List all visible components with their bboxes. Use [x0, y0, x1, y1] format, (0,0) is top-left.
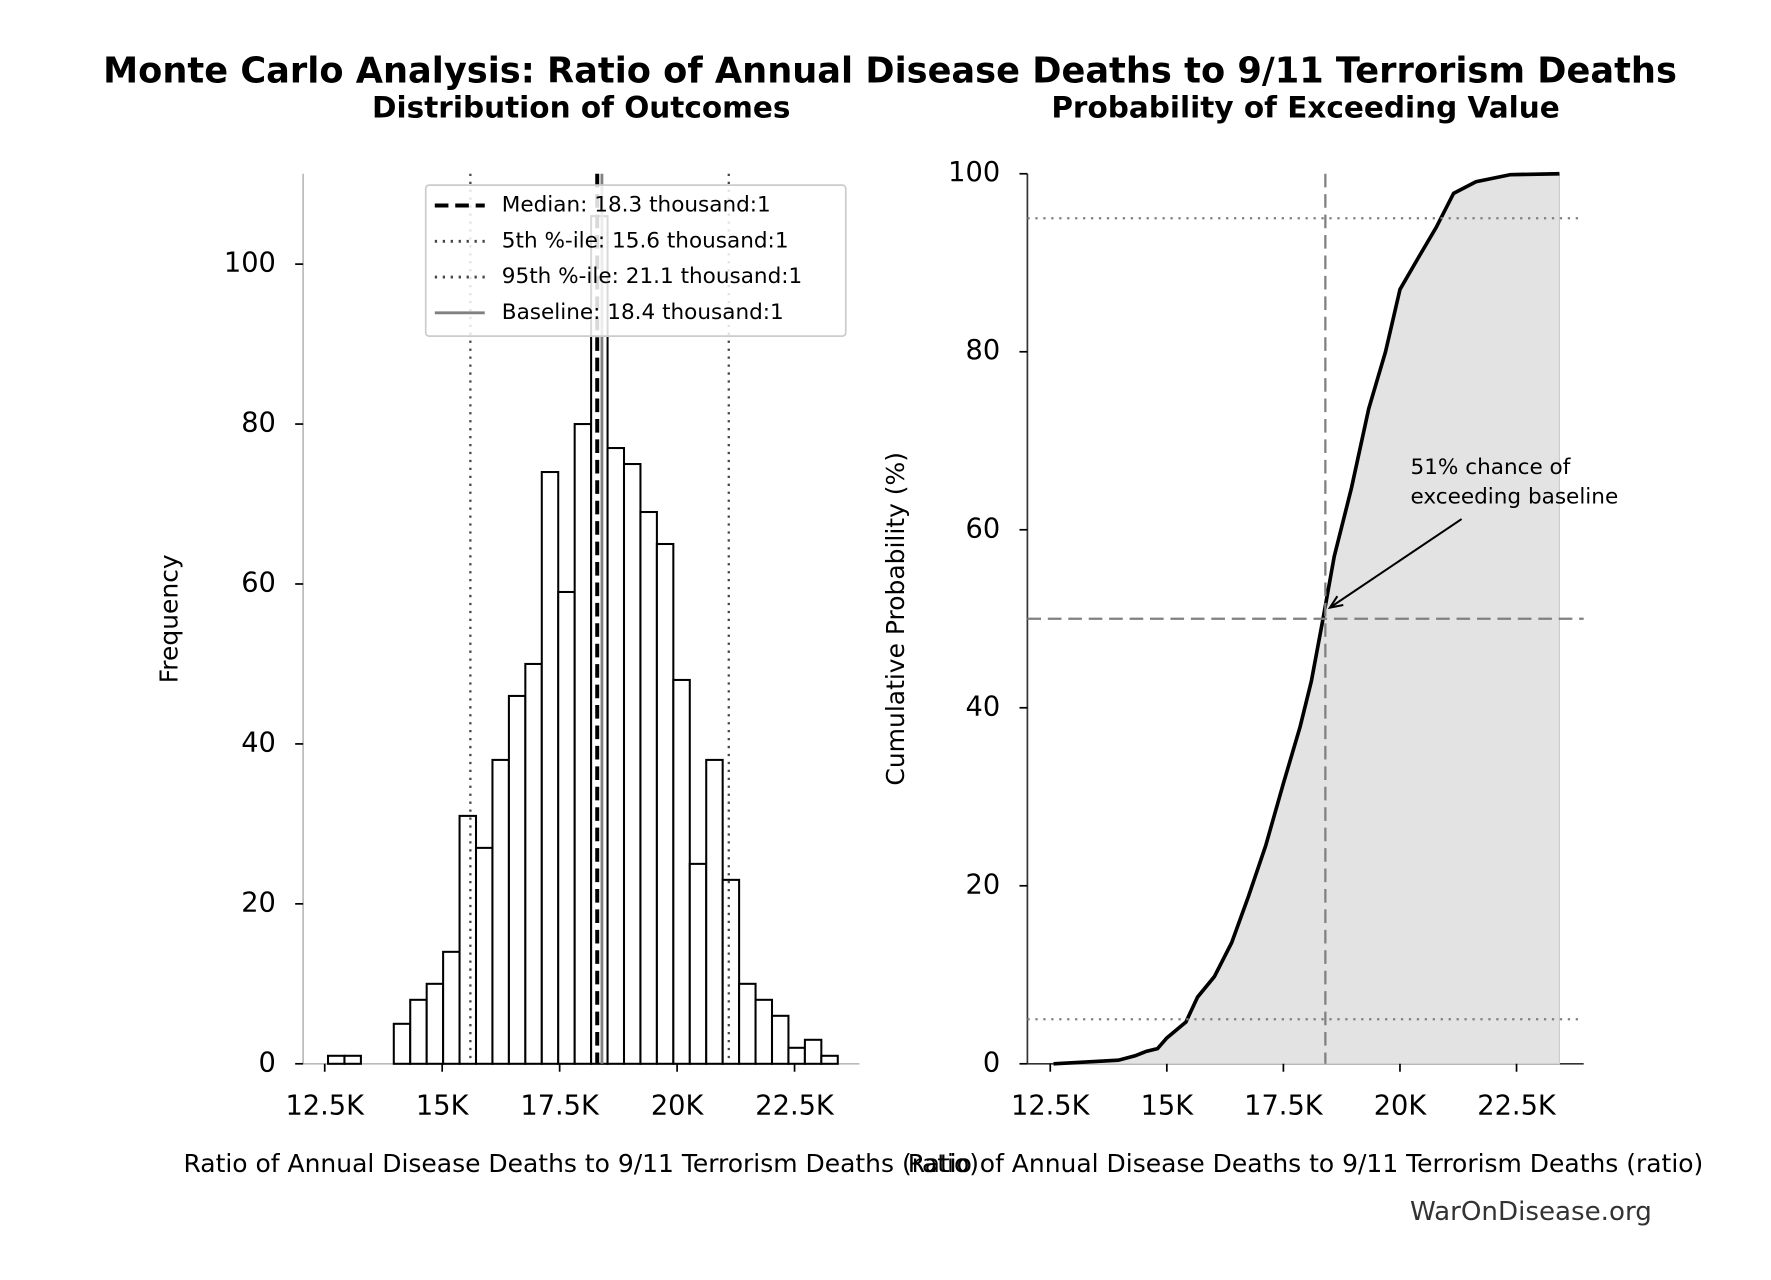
x-tick-label: 20K: [1374, 1090, 1428, 1121]
annotation-text: exceeding baseline: [1411, 484, 1619, 509]
y-tick-label: 20: [241, 887, 276, 918]
y-tick-label: 0: [983, 1047, 1000, 1078]
y-tick-label: 40: [241, 727, 276, 758]
legend-label: Baseline: 18.4 thousand:1: [502, 300, 784, 325]
y-tick-label: 20: [966, 869, 1001, 900]
bar: [688, 862, 708, 1065]
cdf-line: [1053, 171, 1560, 1066]
bar: [524, 662, 543, 1065]
y-tick-label: 0: [259, 1047, 276, 1078]
x-tick-label: 22.5K: [755, 1090, 835, 1121]
legend: Median: 18.3 thousand:1 5th %-ile: 15.6 t…: [424, 184, 847, 337]
bar: [425, 982, 445, 1065]
bar: [326, 1054, 346, 1065]
bar: [655, 542, 675, 1065]
bar: [474, 846, 494, 1065]
legend-box: [424, 184, 847, 337]
bar: [392, 1022, 412, 1065]
bar: [672, 678, 691, 1065]
y-tick-label: 80: [966, 335, 1001, 366]
bar: [622, 463, 642, 1065]
x-tick-label: 22.5K: [1477, 1090, 1557, 1121]
bar: [409, 998, 428, 1065]
suptitle: Monte Carlo Analysis: Ratio of Annual Di…: [103, 51, 1677, 92]
y-tick-label: 100: [224, 248, 276, 279]
x-tick-label: 12.5K: [285, 1090, 365, 1121]
bar: [442, 950, 461, 1065]
bar: [738, 982, 757, 1065]
annotation-arrowhead: [1327, 595, 1344, 610]
bar: [754, 998, 774, 1065]
bar: [491, 758, 510, 1065]
chart-title: Probability of Exceeding Value: [1051, 91, 1559, 125]
x-tick-label: 17.5K: [520, 1090, 600, 1121]
legend-label: Median: 18.3 thousand:1: [502, 193, 771, 218]
x-tick-label: 12.5K: [1011, 1090, 1091, 1121]
bar: [590, 215, 609, 1065]
bar: [557, 590, 576, 1065]
bar: [721, 878, 741, 1065]
chart-title: Distribution of Outcomes: [372, 91, 790, 125]
y-axis-label: Frequency: [154, 554, 183, 683]
bar: [540, 471, 560, 1065]
bar: [705, 758, 724, 1065]
y-tick-label: 40: [966, 691, 1001, 722]
y-tick-label: 60: [966, 513, 1001, 544]
x-tick-label: 17.5K: [1244, 1090, 1324, 1121]
bar: [770, 1014, 790, 1065]
bar: [820, 1054, 839, 1065]
y-axis-label: Cumulative Probability (%): [881, 452, 910, 786]
x-tick-label: 20K: [651, 1090, 705, 1121]
bar: [458, 814, 478, 1065]
x-axis-label: Ratio of Annual Disease Deaths to 9/11 T…: [908, 1149, 1704, 1178]
bar: [787, 1046, 806, 1065]
y-tick-label: 80: [241, 408, 276, 439]
bar: [507, 694, 527, 1065]
y-tick-label: 100: [948, 157, 1000, 188]
bar: [573, 423, 593, 1065]
legend-label: 5th %-ile: 15.6 thousand:1: [502, 228, 789, 253]
bar: [606, 447, 626, 1065]
bar: [343, 1054, 362, 1065]
x-tick-label: 15K: [1141, 1090, 1195, 1121]
y-tick-label: 60: [241, 567, 276, 598]
watermark: WarOnDisease.org: [1410, 1197, 1652, 1227]
annotation-arrow: [1329, 518, 1463, 609]
x-axis-label: Ratio of Annual Disease Deaths to 9/11 T…: [183, 1149, 979, 1178]
legend-label: 95th %-ile: 21.1 thousand:1: [502, 264, 802, 289]
x-tick-label: 15K: [416, 1090, 470, 1121]
bar: [639, 510, 658, 1065]
annotation-text: 51% chance of: [1411, 455, 1571, 480]
bar: [803, 1038, 823, 1065]
